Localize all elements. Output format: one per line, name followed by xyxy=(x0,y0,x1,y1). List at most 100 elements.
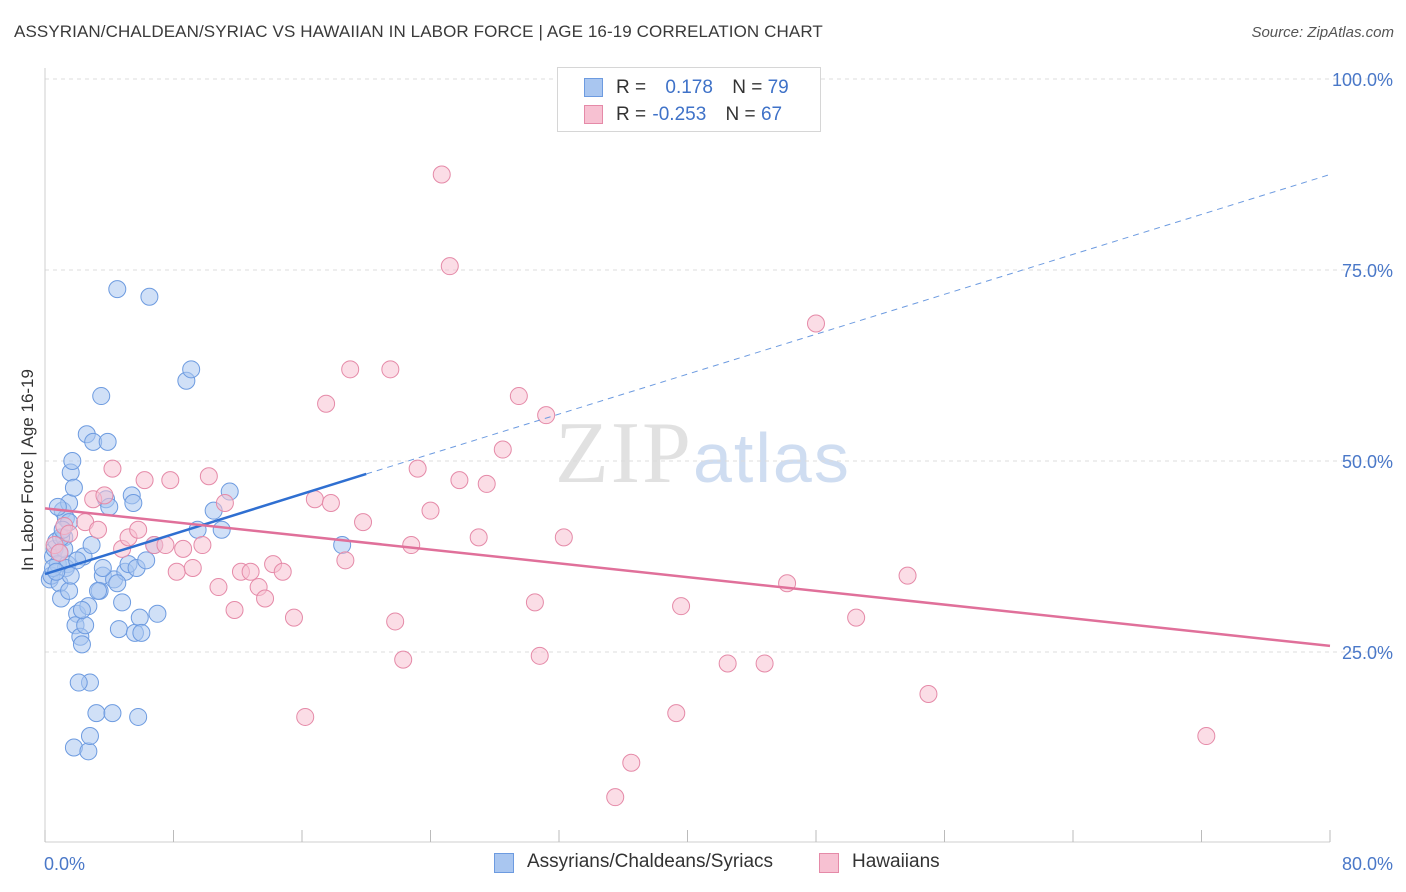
point-hawaiians xyxy=(284,608,303,627)
trend-line-assyrians xyxy=(44,472,367,576)
point-assyrians xyxy=(87,704,106,723)
point-assyrians xyxy=(72,635,91,654)
point-assyrians xyxy=(137,551,156,570)
point-hawaiians xyxy=(622,753,641,772)
y-tick-label: 50.0% xyxy=(1342,452,1393,472)
point-assyrians xyxy=(60,581,79,600)
watermark-zip: ZIP xyxy=(555,405,693,502)
point-hawaiians xyxy=(672,597,691,616)
point-hawaiians xyxy=(95,486,114,505)
point-hawaiians xyxy=(135,471,154,490)
point-assyrians xyxy=(79,742,98,761)
point-assyrians xyxy=(129,707,148,726)
zipatlas-watermark: ZIPatlas xyxy=(555,403,851,504)
point-hawaiians xyxy=(321,494,340,513)
point-assyrians xyxy=(124,494,143,513)
stats-r-label: R = xyxy=(616,104,647,125)
stats-n-label: N = xyxy=(725,104,756,125)
point-assyrians xyxy=(182,360,201,379)
stats-box: R = 0.178 N = 79 R = -0.253 N = 67 xyxy=(557,67,821,132)
point-hawaiians xyxy=(898,566,917,585)
point-assyrians xyxy=(103,704,122,723)
point-assyrians xyxy=(109,620,128,639)
y-tick-label: 100.0% xyxy=(1332,70,1393,90)
point-hawaiians xyxy=(256,589,275,608)
y-tick-labels: 25.0% 50.0% 75.0% 100.0% xyxy=(1332,70,1393,663)
x-tick-labels: 0.0% 80.0% xyxy=(44,854,1393,874)
point-assyrians xyxy=(132,623,151,642)
trend-line-assyrians-extension xyxy=(366,174,1331,475)
legend-swatch-assyrians xyxy=(494,853,514,873)
point-assyrians xyxy=(64,478,83,497)
point-assyrians xyxy=(76,616,95,635)
point-hawaiians xyxy=(129,520,148,539)
point-hawaiians xyxy=(225,600,244,619)
stats-n-value: 67 xyxy=(760,104,783,125)
point-assyrians xyxy=(72,600,91,619)
point-hawaiians xyxy=(509,387,528,406)
point-hawaiians xyxy=(1197,727,1216,746)
point-hawaiians xyxy=(477,474,496,493)
point-hawaiians xyxy=(241,562,260,581)
point-hawaiians xyxy=(161,471,180,490)
point-assyrians xyxy=(98,432,117,451)
point-assyrians xyxy=(80,727,99,746)
point-hawaiians xyxy=(432,165,451,184)
trend-lines xyxy=(44,174,1331,648)
point-assyrians xyxy=(148,604,167,623)
stats-r-value: 0.178 xyxy=(665,77,713,98)
point-hawaiians xyxy=(450,471,469,490)
point-assyrians xyxy=(69,673,88,692)
source-credit: Source: ZipAtlas.com xyxy=(1251,24,1394,41)
point-assyrians xyxy=(63,452,82,470)
point-hawaiians xyxy=(60,524,79,543)
stats-swatch-assyrians xyxy=(584,78,603,97)
stats-row-hawaiians: R = -0.253 N = 67 xyxy=(558,102,820,128)
point-assyrians xyxy=(108,280,127,299)
point-hawaiians xyxy=(386,612,405,631)
legend-swatch-hawaiians xyxy=(819,853,839,873)
point-hawaiians xyxy=(199,467,218,486)
trend-line-hawaiians xyxy=(44,507,1331,648)
stats-r-label: R = xyxy=(616,77,647,98)
point-assyrians xyxy=(48,497,67,516)
point-hawaiians xyxy=(493,440,512,459)
point-assyrians xyxy=(92,387,111,406)
point-hawaiians xyxy=(209,578,228,597)
point-assyrians xyxy=(82,536,101,555)
point-hawaiians xyxy=(296,707,315,726)
point-hawaiians xyxy=(667,704,686,723)
stats-n-value: 79 xyxy=(767,77,789,98)
stats-swatch-hawaiians xyxy=(584,105,603,124)
x-tick-label: 0.0% xyxy=(44,854,85,874)
point-hawaiians xyxy=(394,650,413,669)
point-hawaiians xyxy=(273,562,292,581)
point-hawaiians xyxy=(530,646,549,665)
point-hawaiians xyxy=(381,360,400,379)
point-hawaiians xyxy=(537,406,556,425)
point-hawaiians xyxy=(317,394,336,413)
point-hawaiians xyxy=(50,543,69,562)
point-assyrians xyxy=(113,593,132,612)
point-hawaiians xyxy=(103,459,122,478)
point-assyrians xyxy=(89,581,108,600)
y-axis-label: In Labor Force | Age 16-19 xyxy=(18,369,37,571)
point-hawaiians xyxy=(174,539,193,558)
point-hawaiians xyxy=(847,608,866,627)
point-hawaiians xyxy=(354,513,373,532)
point-hawaiians xyxy=(421,501,440,520)
stats-n-label: N = xyxy=(732,77,763,98)
chart-title: ASSYRIAN/CHALDEAN/SYRIAC VS HAWAIIAN IN … xyxy=(14,22,823,41)
axes xyxy=(44,68,1331,843)
point-hawaiians xyxy=(183,558,202,577)
legend-label-hawaiians: Hawaiians xyxy=(852,851,940,872)
y-tick-label: 75.0% xyxy=(1342,261,1393,281)
point-hawaiians xyxy=(336,551,355,570)
stats-r-value: -0.253 xyxy=(652,104,707,125)
point-hawaiians xyxy=(755,654,774,673)
point-hawaiians xyxy=(215,494,234,513)
data-points xyxy=(40,165,1216,807)
point-hawaiians xyxy=(807,314,825,333)
point-hawaiians xyxy=(341,360,360,379)
